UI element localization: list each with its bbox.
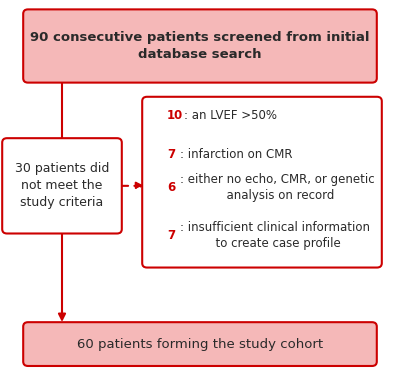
Text: : infarction on CMR: : infarction on CMR — [180, 148, 292, 161]
Text: 10: 10 — [167, 109, 183, 123]
Text: 90 consecutive patients screened from initial
database search: 90 consecutive patients screened from in… — [30, 31, 370, 61]
Text: : insufficient clinical information
  to create case profile: : insufficient clinical information to c… — [180, 221, 370, 250]
Text: 30 patients did
not meet the
study criteria: 30 patients did not meet the study crite… — [15, 162, 109, 209]
Text: 7: 7 — [167, 229, 175, 242]
FancyBboxPatch shape — [23, 10, 377, 83]
Text: : an LVEF >50%: : an LVEF >50% — [184, 109, 277, 123]
Text: : either no echo, CMR, or genetic
  analysis on record: : either no echo, CMR, or genetic analys… — [180, 173, 374, 202]
Text: 60 patients forming the study cohort: 60 patients forming the study cohort — [77, 337, 323, 351]
Text: 7: 7 — [167, 148, 175, 161]
FancyBboxPatch shape — [142, 97, 382, 268]
Text: 6: 6 — [167, 181, 175, 194]
FancyBboxPatch shape — [2, 138, 122, 234]
FancyBboxPatch shape — [23, 322, 377, 366]
